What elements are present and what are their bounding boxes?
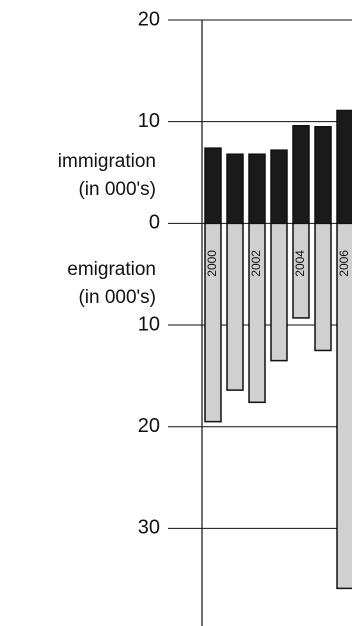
bar [336, 109, 352, 225]
x-tick-label: 2006 [337, 250, 351, 277]
y-tick-label: 30 [138, 517, 160, 539]
series-unit: (in 000's) [78, 287, 156, 308]
bar [314, 126, 332, 225]
series-label: emigration [67, 259, 156, 280]
bar [270, 222, 288, 362]
bar [270, 149, 288, 225]
y-tick-label: 10 [138, 313, 160, 335]
x-tick-label: 2002 [249, 250, 263, 277]
bar [204, 147, 222, 225]
bars [204, 109, 352, 590]
series-label: immigration [58, 151, 156, 172]
bar [204, 222, 222, 423]
bar [226, 222, 244, 391]
x-tick-label: 2004 [293, 250, 307, 277]
bar [226, 153, 244, 225]
bar [292, 222, 310, 319]
x-tick-label: 2000 [205, 250, 219, 277]
y-tick-label: 10 [138, 110, 160, 132]
y-tick-label: 20 [138, 8, 160, 30]
series-unit: (in 000's) [78, 179, 156, 200]
y-tick-label: 20 [138, 415, 160, 437]
bar [314, 222, 332, 352]
bar [248, 222, 266, 404]
bar [292, 124, 310, 225]
bar [248, 153, 266, 225]
bar [336, 222, 352, 590]
y-tick-label: 0 [149, 212, 160, 234]
